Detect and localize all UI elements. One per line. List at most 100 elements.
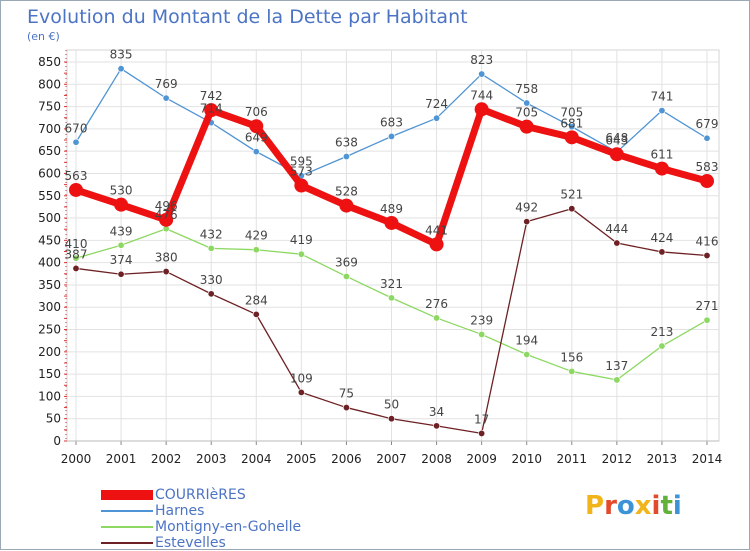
data-point	[478, 70, 486, 78]
data-point	[433, 422, 441, 430]
data-label: 374	[110, 253, 133, 267]
data-point	[700, 174, 714, 189]
logo-letter: i	[672, 491, 682, 521]
legend-label: Estevelles	[155, 535, 226, 551]
x-tick-label: 2006	[331, 452, 362, 466]
data-label: 573	[290, 165, 313, 179]
x-tick-label: 2003	[196, 452, 227, 466]
data-label: 489	[380, 202, 403, 216]
data-label: 705	[560, 106, 583, 120]
y-tick-label: 200	[38, 345, 61, 359]
data-label: 441	[425, 223, 448, 237]
data-point	[384, 215, 399, 230]
data-point	[252, 148, 260, 156]
y-axis-unit: (en €)	[27, 30, 60, 43]
y-tick-label: 0	[53, 434, 61, 448]
data-label: 705	[515, 106, 538, 120]
logo-letter: r	[604, 491, 617, 521]
data-label: 380	[155, 251, 178, 265]
plot-area	[66, 49, 720, 442]
grid	[66, 49, 720, 442]
y-tick-label: 550	[38, 189, 61, 203]
chart-title: Evolution du Montant de la Dette par Hab…	[27, 6, 468, 28]
data-point	[568, 205, 576, 213]
data-label: 284	[245, 293, 268, 307]
data-point	[339, 198, 354, 213]
data-label: 439	[110, 224, 133, 238]
data-label: 563	[65, 169, 88, 183]
logo-letter: o	[616, 491, 635, 521]
data-label: 194	[515, 333, 538, 347]
data-point	[387, 132, 395, 140]
data-label: 638	[335, 136, 358, 150]
series-lines	[69, 65, 714, 437]
data-label: 492	[515, 201, 538, 215]
data-label: 17	[474, 412, 489, 426]
data-point	[429, 237, 444, 252]
data-point	[252, 310, 260, 318]
data-label: 34	[429, 405, 444, 419]
data-point	[72, 254, 80, 262]
x-tick-label: 2004	[241, 452, 272, 466]
data-label: 410	[65, 237, 88, 251]
x-tick-label: 2014	[692, 452, 723, 466]
legend-label: Harnes	[155, 503, 205, 519]
y-tick-label: 700	[38, 122, 61, 136]
data-point	[117, 65, 125, 73]
x-tick-label: 2008	[421, 452, 452, 466]
data-label: 648	[605, 131, 628, 145]
legend-swatch	[101, 490, 153, 500]
data-point	[433, 114, 441, 122]
data-label: 476	[155, 208, 178, 222]
data-point	[207, 290, 215, 298]
data-label: 109	[290, 371, 313, 385]
data-point	[159, 212, 174, 227]
data-point	[658, 342, 666, 350]
legend-swatch	[101, 526, 153, 528]
data-point	[342, 404, 350, 412]
x-tick-label: 2002	[151, 452, 182, 466]
data-label: 823	[470, 53, 493, 67]
data-label: 706	[245, 105, 268, 119]
data-label: 330	[200, 273, 223, 287]
data-point	[342, 272, 350, 280]
y-tick-label: 100	[38, 389, 61, 403]
data-point	[703, 252, 711, 260]
data-labels: 5635304967427065735284894417447056816436…	[65, 48, 719, 427]
y-tick-label: 500	[38, 211, 61, 225]
data-point	[72, 264, 80, 272]
data-label: 528	[335, 185, 358, 199]
data-point	[568, 367, 576, 375]
data-label: 419	[290, 233, 313, 247]
data-point	[72, 138, 80, 146]
data-label: 679	[696, 117, 719, 131]
data-point	[474, 102, 489, 117]
legend-swatch	[101, 510, 153, 512]
x-tick-label: 2001	[106, 452, 137, 466]
data-label: 744	[470, 88, 493, 102]
data-label: 683	[380, 115, 403, 129]
y-tick-label: 300	[38, 300, 61, 314]
legend-item: Harnes	[101, 503, 361, 519]
data-label: 583	[696, 160, 719, 174]
legend-swatch	[101, 542, 153, 544]
data-label: 643	[605, 133, 628, 147]
y-tick-label: 50	[46, 412, 61, 426]
data-label: 724	[425, 97, 448, 111]
data-point	[297, 250, 305, 258]
data-point	[252, 246, 260, 254]
legend-item: Montigny-en-Gohelle	[101, 519, 361, 535]
data-label: 670	[65, 121, 88, 135]
y-tick-label: 400	[38, 256, 61, 270]
data-point	[433, 314, 441, 322]
data-label: 387	[65, 247, 88, 261]
data-point	[207, 244, 215, 252]
logo-letter: P	[585, 491, 605, 521]
data-label: 429	[245, 229, 268, 243]
y-tick-label: 250	[38, 323, 61, 337]
data-label: 769	[155, 77, 178, 91]
data-point	[613, 239, 621, 247]
x-tick-label: 2012	[602, 452, 633, 466]
data-point	[703, 134, 711, 142]
